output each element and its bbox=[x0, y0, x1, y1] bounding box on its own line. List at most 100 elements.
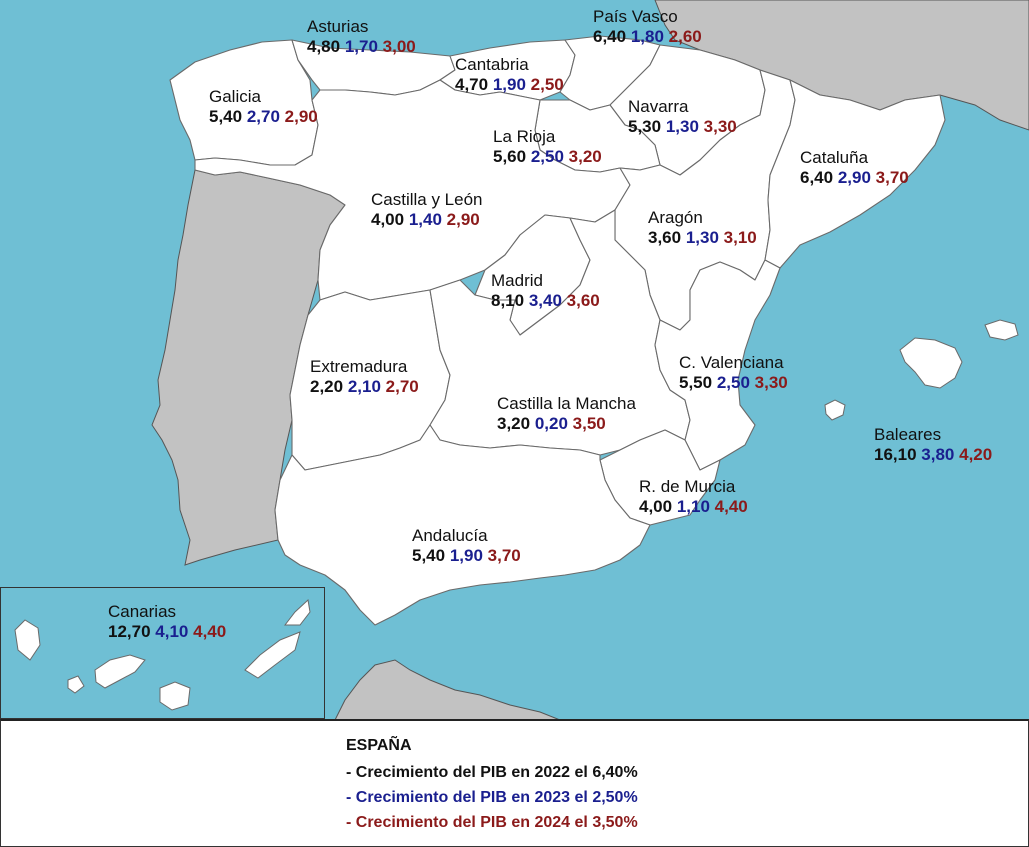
legend-2024: - Crecimiento del PIB en 2024 el 3,50% bbox=[346, 814, 638, 831]
canarias-inset-frame bbox=[0, 587, 325, 719]
label-galicia: Galicia 5,40 2,70 2,90 bbox=[209, 87, 318, 127]
value-2024: 3,30 bbox=[703, 117, 737, 136]
value-2023: 1,70 bbox=[344, 37, 378, 56]
label-la-rioja: La Rioja 5,60 2,50 3,20 bbox=[493, 127, 602, 167]
value-2024: 2,90 bbox=[446, 210, 480, 229]
island-mallorca bbox=[899, 337, 963, 389]
region-andalucia bbox=[274, 424, 651, 626]
value-2022: 6,40 bbox=[800, 168, 834, 187]
value-2022: 5,40 bbox=[412, 546, 446, 565]
region-name: Castilla la Mancha bbox=[497, 394, 636, 413]
region-values: 8,10 3,40 3,60 bbox=[491, 291, 600, 311]
region-values: 4,80 1,70 3,00 bbox=[307, 37, 416, 57]
region-name: R. de Murcia bbox=[639, 477, 736, 496]
value-2023: 1,10 bbox=[676, 497, 710, 516]
region-name: País Vasco bbox=[593, 7, 678, 26]
region-name: C. Valenciana bbox=[679, 353, 784, 372]
label-aragon: Aragón 3,60 1,30 3,10 bbox=[648, 208, 757, 248]
value-2024: 3,70 bbox=[875, 168, 909, 187]
region-values: 5,60 2,50 3,20 bbox=[493, 147, 602, 167]
value-2022: 4,70 bbox=[455, 75, 489, 94]
value-2023: 3,80 bbox=[921, 445, 955, 464]
label-navarra: Navarra 5,30 1,30 3,30 bbox=[628, 97, 737, 137]
value-2022: 5,40 bbox=[209, 107, 243, 126]
value-2023: 1,30 bbox=[665, 117, 699, 136]
value-2023: 1,90 bbox=[492, 75, 526, 94]
value-2022: 4,80 bbox=[307, 37, 341, 56]
value-2024: 2,60 bbox=[668, 27, 702, 46]
region-values: 4,00 1,10 4,40 bbox=[639, 497, 748, 517]
region-name: Andalucía bbox=[412, 526, 488, 545]
label-cantabria: Cantabria 4,70 1,90 2,50 bbox=[455, 55, 564, 95]
island-canarias-4 bbox=[159, 681, 191, 711]
region-values: 16,10 3,80 4,20 bbox=[874, 445, 992, 465]
region-name: Baleares bbox=[874, 425, 942, 444]
value-2023: 2,70 bbox=[246, 107, 280, 126]
region-values: 5,40 1,90 3,70 bbox=[412, 546, 521, 566]
value-2024: 2,90 bbox=[284, 107, 318, 126]
island-canarias-3 bbox=[94, 654, 146, 689]
value-2022: 2,20 bbox=[310, 377, 344, 396]
label-baleares: Baleares 16,10 3,80 4,20 bbox=[874, 425, 992, 465]
island-ibiza bbox=[824, 399, 846, 421]
africa bbox=[334, 659, 561, 720]
value-2023: 0,20 bbox=[534, 414, 568, 433]
region-name: Castilla y León bbox=[371, 190, 483, 209]
island-canarias-6 bbox=[283, 599, 311, 626]
region-name: Galicia bbox=[209, 87, 261, 106]
value-2024: 4,20 bbox=[959, 445, 993, 464]
legend-panel: ESPAÑA - Crecimiento del PIB en 2022 el … bbox=[0, 719, 1029, 847]
value-2024: 3,20 bbox=[568, 147, 602, 166]
value-2023: 2,50 bbox=[716, 373, 750, 392]
region-name: Cantabria bbox=[455, 55, 529, 74]
label-murcia: R. de Murcia 4,00 1,10 4,40 bbox=[639, 477, 748, 517]
legend-2022: - Crecimiento del PIB en 2022 el 6,40% bbox=[346, 764, 638, 781]
value-2022: 3,60 bbox=[648, 228, 682, 247]
value-2024: 4,40 bbox=[714, 497, 748, 516]
map-canvas bbox=[0, 0, 1029, 720]
label-asturias: Asturias 4,80 1,70 3,00 bbox=[307, 17, 416, 57]
island-menorca bbox=[984, 319, 1019, 341]
region-values: 6,40 1,80 2,60 bbox=[593, 27, 702, 47]
value-2024: 3,00 bbox=[382, 37, 416, 56]
label-madrid: Madrid 8,10 3,40 3,60 bbox=[491, 271, 600, 311]
value-2022: 6,40 bbox=[593, 27, 627, 46]
value-2023: 1,90 bbox=[449, 546, 483, 565]
region-name: Extremadura bbox=[310, 357, 408, 376]
label-canarias: Canarias 12,70 4,10 4,40 bbox=[108, 602, 226, 642]
label-pais-vasco: País Vasco 6,40 1,80 2,60 bbox=[593, 7, 702, 47]
value-2023: 2,50 bbox=[530, 147, 564, 166]
value-2022: 5,50 bbox=[679, 373, 713, 392]
value-2022: 8,10 bbox=[491, 291, 525, 310]
value-2024: 3,10 bbox=[723, 228, 757, 247]
label-cataluna: Cataluña 6,40 2,90 3,70 bbox=[800, 148, 909, 188]
value-2024: 3,70 bbox=[487, 546, 521, 565]
label-extremadura: Extremadura 2,20 2,10 2,70 bbox=[310, 357, 419, 397]
region-cataluna bbox=[764, 79, 946, 269]
island-canarias-5 bbox=[244, 631, 301, 679]
label-castilla-leon: Castilla y León 4,00 1,40 2,90 bbox=[371, 190, 483, 230]
value-2022: 3,20 bbox=[497, 414, 531, 433]
value-2023: 1,40 bbox=[408, 210, 442, 229]
value-2024: 4,40 bbox=[193, 622, 227, 641]
island-canarias-2 bbox=[67, 675, 85, 694]
region-values: 3,60 1,30 3,10 bbox=[648, 228, 757, 248]
value-2024: 2,70 bbox=[385, 377, 419, 396]
value-2024: 3,30 bbox=[754, 373, 788, 392]
region-name: Navarra bbox=[628, 97, 689, 116]
region-name: Canarias bbox=[108, 602, 177, 621]
label-c-valenciana: C. Valenciana 5,50 2,50 3,30 bbox=[679, 353, 788, 393]
value-2023: 2,10 bbox=[347, 377, 381, 396]
label-castilla-mancha: Castilla la Mancha 3,20 0,20 3,50 bbox=[497, 394, 636, 434]
region-values: 4,00 1,40 2,90 bbox=[371, 210, 483, 230]
region-values: 5,30 1,30 3,30 bbox=[628, 117, 737, 137]
region-name: Madrid bbox=[491, 271, 543, 290]
region-name: Aragón bbox=[648, 208, 703, 227]
value-2024: 2,50 bbox=[530, 75, 564, 94]
region-values: 5,50 2,50 3,30 bbox=[679, 373, 788, 393]
legend-title: ESPAÑA bbox=[346, 737, 412, 754]
value-2022: 16,10 bbox=[874, 445, 917, 464]
region-name: La Rioja bbox=[493, 127, 556, 146]
region-name: Asturias bbox=[307, 17, 369, 36]
